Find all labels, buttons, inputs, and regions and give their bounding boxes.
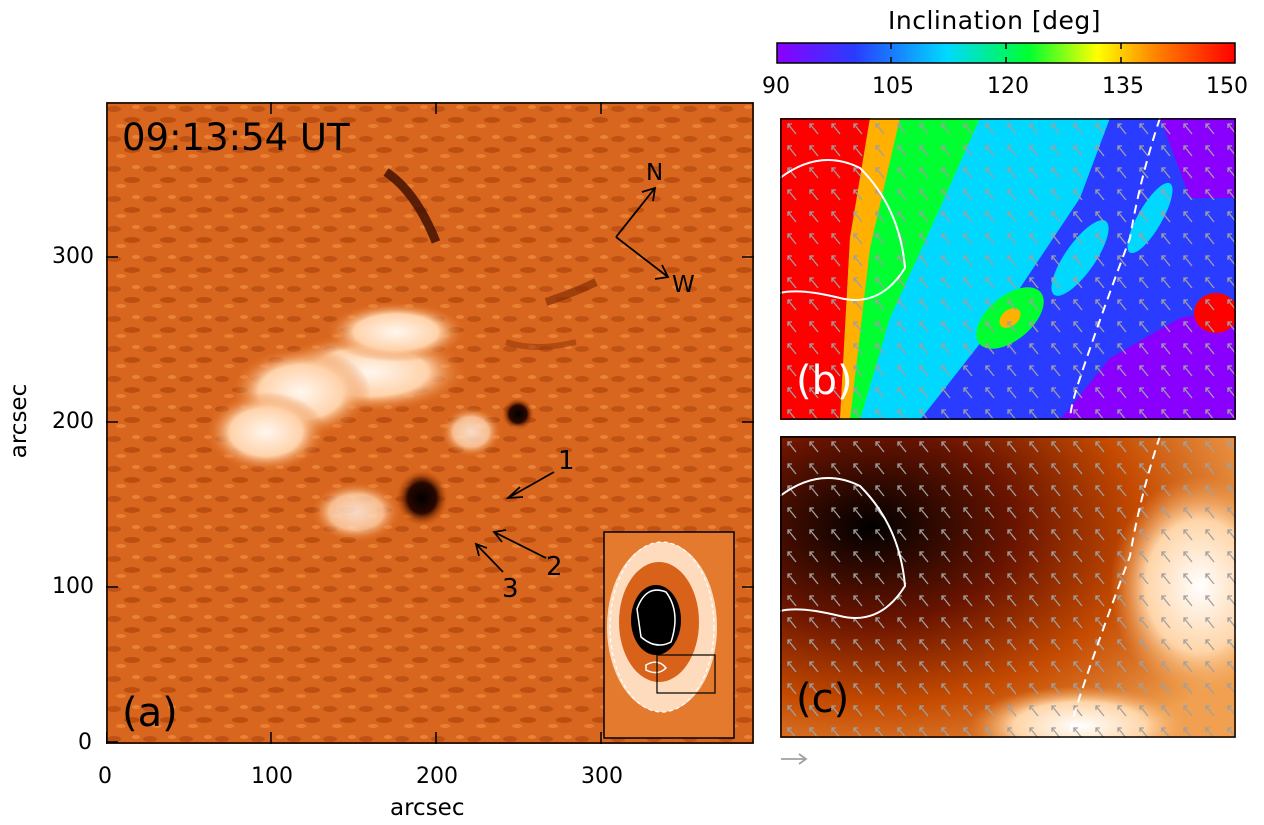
panel-b-image	[780, 118, 1236, 420]
x-tick-label: 0	[98, 764, 112, 789]
panel-b-label: (b)	[796, 358, 853, 404]
colorbar-tick-label: 90	[762, 74, 790, 99]
x-tick-label: 100	[251, 764, 293, 789]
x-tick-label: 300	[581, 764, 623, 789]
y-tick-label: 0	[78, 730, 92, 755]
panel-a-label: (a)	[122, 690, 178, 736]
colorbar	[776, 42, 1236, 64]
x-tick-label: 200	[416, 764, 458, 789]
y-tick-label: 300	[52, 244, 94, 269]
compass-west-label: W	[672, 272, 695, 298]
x-axis-label: arcsec	[390, 795, 465, 821]
panel-c-label: (c)	[796, 676, 850, 722]
y-tick-label: 200	[52, 409, 94, 434]
inset-image	[603, 531, 735, 739]
reference-arrow-icon	[781, 753, 808, 765]
colorbar-title: Inclination [deg]	[888, 6, 1101, 35]
panel-a-image	[106, 102, 754, 744]
compass-north-label: N	[646, 160, 664, 186]
panel-c-image	[780, 436, 1236, 738]
annotation-3: 3	[502, 574, 519, 604]
y-axis-label: arcsec	[6, 383, 33, 459]
colorbar-tick-label: 120	[987, 74, 1029, 99]
colorbar-tick-label: 105	[872, 74, 914, 99]
annotation-2: 2	[546, 552, 563, 582]
colorbar-tick-label: 150	[1206, 74, 1248, 99]
annotation-1: 1	[558, 446, 575, 476]
y-tick-label: 100	[52, 574, 94, 599]
colorbar-tick-label: 135	[1102, 74, 1144, 99]
timestamp: 09:13:54 UT	[122, 116, 350, 159]
